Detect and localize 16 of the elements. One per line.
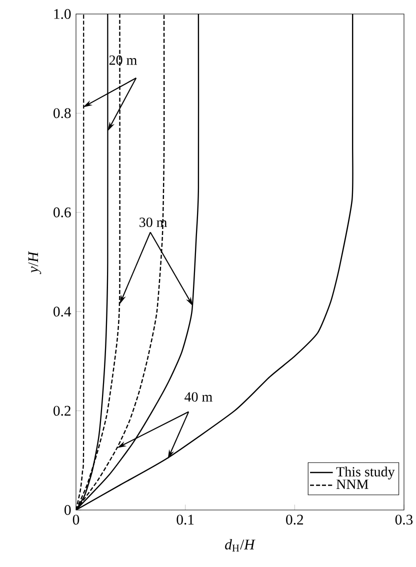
y-tick-label: 0 xyxy=(64,505,71,515)
y-tick-label: 0.4 xyxy=(54,306,72,317)
y-tick-label: 1.0 xyxy=(54,9,71,19)
x-tick-label: 0.2 xyxy=(286,514,304,525)
y-tick-label: 0.8 xyxy=(54,108,71,118)
annotation: 30 m xyxy=(140,218,168,228)
legend-label: NNM xyxy=(336,480,368,489)
annotation: 20 m xyxy=(109,55,137,65)
x-tick-label: 0.1 xyxy=(176,514,194,525)
y-tick-label: 0.6 xyxy=(54,207,71,218)
y-tick-label: 0.2 xyxy=(54,406,70,416)
x-axis-title: d$_{H}$/H xyxy=(225,539,256,552)
x-tick-label: 0 xyxy=(72,514,80,525)
annotation: 40 m xyxy=(184,392,212,402)
x-tick-label: 0.3 xyxy=(395,514,413,525)
legend-label: This study xyxy=(336,466,395,480)
